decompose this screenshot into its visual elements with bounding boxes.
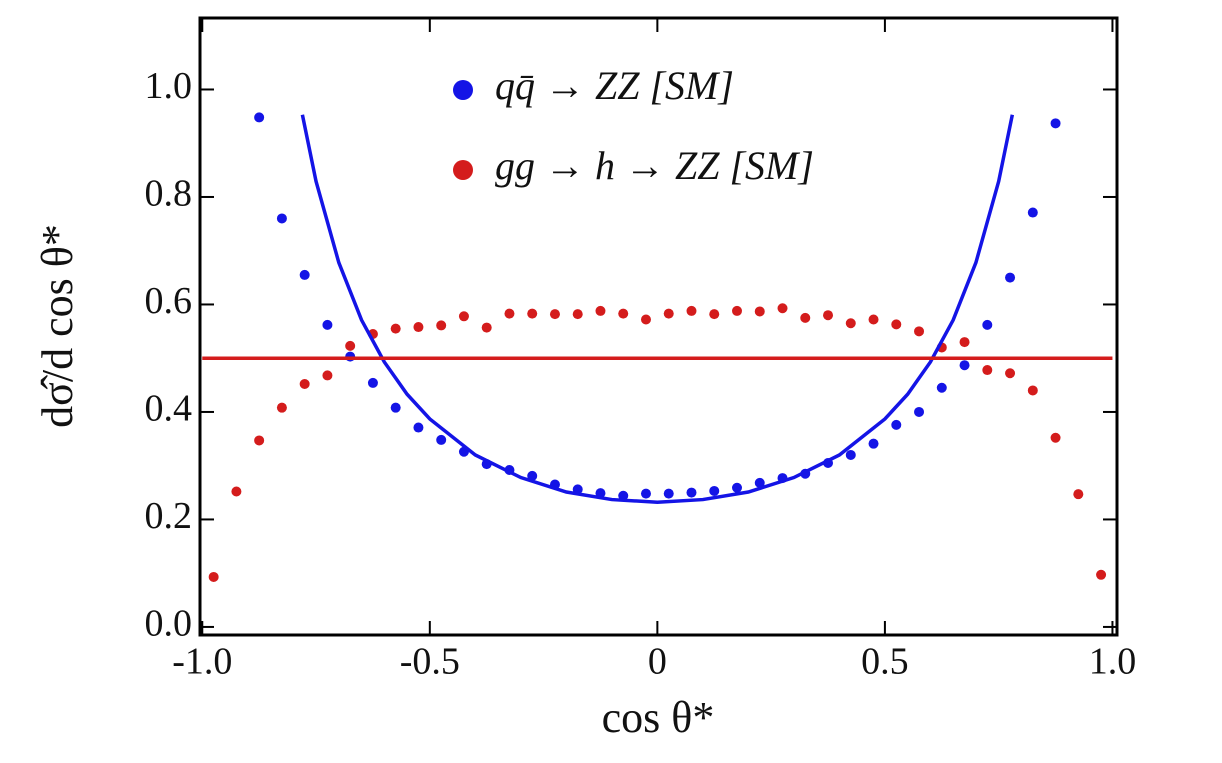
x-axis-label: cos θ* (602, 693, 715, 742)
point (709, 309, 720, 320)
y-tick-label: 0.0 (145, 603, 193, 645)
point (322, 319, 333, 330)
point (504, 308, 515, 319)
point (390, 402, 401, 413)
point (754, 306, 765, 317)
point (640, 488, 651, 499)
point (595, 305, 606, 316)
point (982, 365, 993, 376)
point (299, 269, 310, 280)
point (367, 377, 378, 388)
point (527, 470, 538, 481)
point (1027, 207, 1038, 218)
point (663, 488, 674, 499)
point (276, 213, 287, 224)
point (732, 305, 743, 316)
point (1027, 385, 1038, 396)
point (663, 308, 674, 319)
legend-marker (453, 80, 473, 100)
point (845, 449, 856, 460)
point (1005, 368, 1016, 379)
plot-frame (198, 16, 1119, 637)
point (1005, 272, 1016, 283)
point (1050, 432, 1061, 443)
y-axis-label: dσ̂/d cos θ* (33, 224, 82, 428)
point (413, 322, 424, 333)
point (276, 402, 287, 413)
legend-marker (453, 160, 473, 180)
point (959, 337, 970, 348)
point (640, 314, 651, 325)
point (618, 308, 629, 319)
point (413, 422, 424, 433)
y-tick-label: 1.0 (145, 65, 193, 107)
point (436, 320, 447, 331)
point (914, 406, 925, 417)
point (777, 303, 788, 314)
y-tick-label: 0.6 (145, 280, 193, 322)
curve (300, 114, 1015, 505)
point (891, 319, 902, 330)
point (1096, 569, 1107, 580)
point (1073, 489, 1084, 500)
point (458, 311, 469, 322)
point (959, 360, 970, 371)
point (618, 490, 629, 501)
y-tick-label: 0.8 (145, 173, 193, 215)
point (1050, 118, 1061, 129)
point (254, 435, 265, 446)
point (572, 309, 583, 320)
point (914, 326, 925, 337)
point (208, 571, 219, 582)
x-tick-label: -0.5 (400, 641, 460, 683)
point (845, 318, 856, 329)
point (322, 370, 333, 381)
x-tick-label: 0.5 (861, 641, 909, 683)
point (709, 485, 720, 496)
x-tick-label: -1.0 (172, 641, 232, 683)
point (823, 310, 834, 321)
point (800, 312, 811, 323)
point (345, 340, 356, 351)
point (481, 322, 492, 333)
x-tick-label: 1.0 (1089, 641, 1137, 683)
point (982, 319, 993, 330)
point (732, 482, 743, 493)
point (868, 314, 879, 325)
point (527, 308, 538, 319)
point (254, 112, 265, 123)
legend-label: gg → h → ZZ [SM] (495, 143, 814, 188)
point (549, 309, 560, 320)
point (936, 382, 947, 393)
point (891, 419, 902, 430)
point (686, 305, 697, 316)
legend-label: qq̄ → ZZ [SM] (495, 63, 734, 108)
point (436, 434, 447, 445)
point (868, 438, 879, 449)
point (390, 323, 401, 334)
point (686, 487, 697, 498)
point (754, 477, 765, 488)
y-tick-label: 0.4 (145, 388, 193, 430)
y-tick-label: 0.2 (145, 495, 193, 537)
x-tick-label: 0 (648, 641, 667, 683)
point (299, 379, 310, 390)
point (231, 486, 242, 497)
